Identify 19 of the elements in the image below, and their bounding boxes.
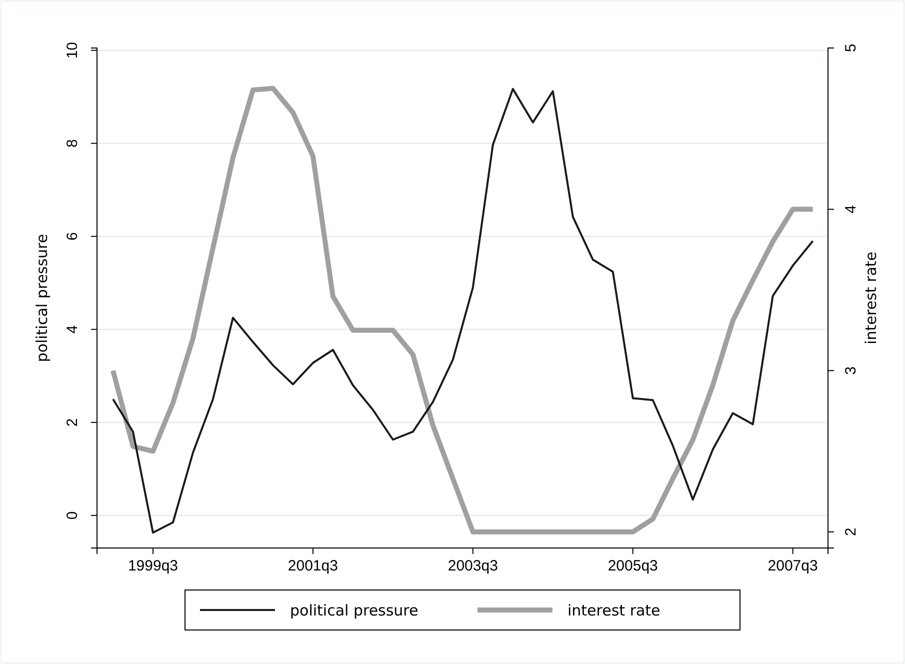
y-tick-label: 0 [64, 511, 81, 520]
y2-tick-label: 5 [842, 44, 860, 52]
y-tick-label: 8 [64, 139, 81, 148]
y2-tick-label: 4 [842, 205, 860, 214]
x-tick-label: 2003q3 [448, 558, 498, 574]
x-tick-label: 2005q3 [608, 558, 658, 574]
y-tick-label: 2 [64, 418, 81, 427]
legend-label: political pressure [290, 601, 418, 620]
legend-label: interest rate [568, 601, 660, 620]
y-tick-label: 4 [64, 325, 81, 334]
y-tick-label: 10 [64, 42, 81, 59]
x-tick-label: 2001q3 [288, 558, 338, 574]
y-axis-title: political pressure [33, 234, 51, 362]
x-tick-label: 2007q3 [768, 558, 818, 574]
y2-tick-label: 2 [842, 528, 860, 536]
y-tick-label: 6 [64, 232, 81, 241]
x-tick-label: 1999q3 [128, 558, 178, 574]
y2-tick-label: 3 [842, 366, 860, 375]
y2-axis-title: interest rate [862, 252, 880, 344]
